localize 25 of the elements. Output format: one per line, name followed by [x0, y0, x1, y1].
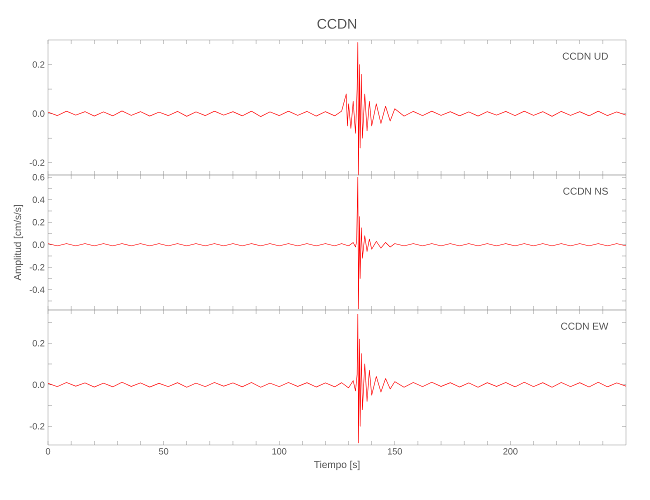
y-tick-label: -0.2	[30, 160, 44, 166]
y-tick-label: 0.0	[32, 110, 44, 117]
annotation: CCDN UD	[562, 52, 608, 60]
y-tick-label: 0.0	[32, 242, 44, 248]
y-tick-label: -0.2	[30, 264, 44, 270]
y-tick-label: 0.0	[32, 382, 44, 388]
y-tick-label: 0.2	[32, 340, 44, 346]
x-tick-label: 150	[388, 448, 402, 455]
y-tick-label: -0.4	[30, 286, 45, 293]
y-tick-label: 0.2	[32, 61, 44, 68]
x-tick-label: 100	[272, 448, 286, 455]
y-tick-label: 0.2	[32, 219, 44, 226]
x-tick-label: 50	[158, 448, 168, 455]
x-tick-label: 200	[503, 448, 518, 455]
chart-title: CCDN	[317, 18, 356, 29]
line-series	[48, 42, 626, 176]
y-tick-label: -0.2	[30, 423, 44, 430]
annotation: CCDN NS	[563, 188, 608, 195]
x-axis-title: Tiempo [s]	[314, 460, 360, 470]
y-axis-title: Amplitud [cm/s/s]	[14, 205, 24, 281]
x-tick-label: 0	[46, 448, 50, 455]
line-series	[48, 314, 626, 444]
annotation: CCDN EW	[561, 322, 608, 330]
y-tick-label: 0.6	[32, 174, 44, 180]
y-tick-label: 0.4	[32, 196, 45, 203]
